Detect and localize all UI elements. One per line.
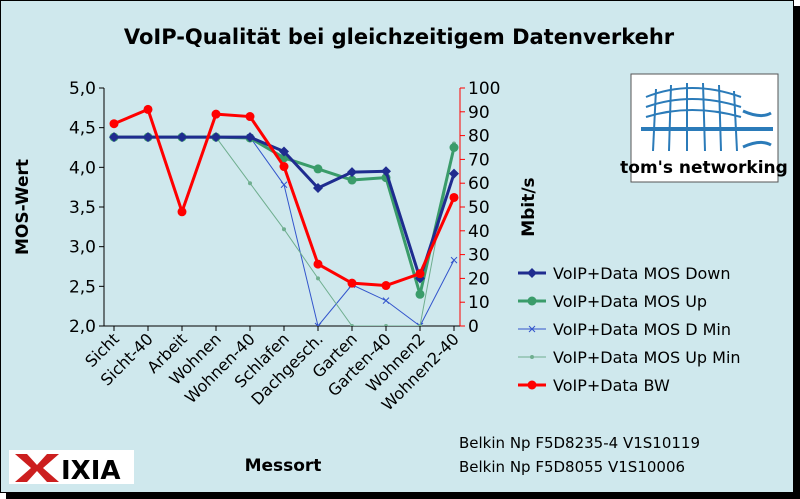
data-point — [347, 175, 357, 185]
data-point — [279, 146, 289, 157]
data-point — [143, 104, 153, 114]
data-point — [314, 322, 322, 326]
y2-tick-label: 70 — [468, 150, 490, 170]
axes: 2,0 2,5 3,0 3,5 4,0 4,5 5,0 0 10 20 30 40 50 60 70 80 90… — [69, 79, 501, 414]
y2-tick-label: 80 — [468, 127, 490, 147]
data-point — [248, 181, 252, 186]
data-point — [381, 166, 391, 177]
ixia-logo: IXIA — [9, 450, 134, 486]
y-tick-label: 3,5 — [69, 198, 96, 218]
data-point — [415, 289, 425, 299]
network-globe-icon — [641, 82, 773, 152]
chart-svg: VoIP-Qualität bei gleichzeitigem Datenve… — [9, 25, 788, 486]
toms-networking-logo: tom's networking — [620, 73, 788, 183]
legend-label: VoIP+Data MOS D Min — [553, 320, 731, 339]
data-point — [527, 380, 537, 390]
data-point — [177, 132, 187, 143]
y2-tick-label: 60 — [468, 174, 490, 194]
legend-label: VoIP+Data MOS Up — [553, 292, 707, 311]
y-tick-label: 2,5 — [69, 277, 96, 297]
y2-tick-label: 50 — [468, 198, 490, 218]
y2-tick-label: 0 — [468, 317, 479, 337]
legend: VoIP+Data MOS Down VoIP+Data MOS Up VoIP+D… — [518, 264, 741, 395]
data-point — [527, 296, 537, 306]
data-point — [449, 192, 459, 202]
legend-label: VoIP+Data BW — [553, 376, 670, 395]
y2-tick-label: 40 — [468, 222, 490, 242]
y-tick-label: 4,0 — [69, 158, 96, 178]
info-line-2: Belkin Np F5D8055 V1S10006 — [459, 458, 685, 476]
series-1 — [109, 132, 459, 299]
data-point — [382, 297, 390, 304]
data-point — [381, 281, 391, 291]
data-point — [313, 259, 323, 269]
data-point — [313, 182, 323, 193]
data-point — [245, 112, 255, 122]
y-tick-label: 2,0 — [69, 317, 96, 337]
data-point — [384, 324, 388, 326]
ixia-x-icon — [15, 454, 59, 482]
y-tick-label: 4,5 — [69, 119, 96, 139]
data-point — [347, 167, 357, 178]
data-point — [211, 132, 221, 143]
series-0 — [109, 132, 459, 284]
ixia-text: IXIA — [61, 456, 121, 486]
legend-label: VoIP+Data MOS Down — [553, 264, 731, 283]
data-point — [415, 269, 425, 279]
toms-networking-text: tom's networking — [620, 158, 788, 178]
y2-tick-label: 10 — [468, 293, 490, 313]
data-point — [450, 256, 458, 264]
y-axis-title: MOS-Wert — [13, 159, 33, 255]
data-point — [316, 276, 320, 281]
y2-tick-label: 100 — [468, 79, 500, 99]
y2-tick-label: 20 — [468, 269, 490, 289]
data-point — [245, 132, 255, 143]
y2-axis-title: Mbit/s — [519, 177, 539, 236]
data-point — [416, 322, 424, 326]
data-point — [143, 132, 153, 143]
data-point — [109, 119, 119, 129]
data-point — [347, 278, 357, 288]
data-point — [282, 227, 286, 232]
data-point — [280, 181, 288, 189]
data-point — [279, 162, 289, 172]
data-point — [449, 168, 459, 179]
series-4 — [109, 104, 459, 291]
chart-title: VoIP-Qualität bei gleichzeitigem Datenve… — [124, 25, 675, 49]
y2-tick-label: 90 — [468, 103, 490, 123]
y2-tick-label: 30 — [468, 246, 490, 266]
data-point — [350, 324, 354, 326]
legend-label: VoIP+Data MOS Up Min — [553, 348, 741, 367]
y-tick-label: 5,0 — [69, 79, 96, 99]
data-point — [109, 132, 119, 143]
data-point — [313, 164, 323, 174]
y-tick-label: 3,0 — [69, 238, 96, 258]
data-point — [530, 355, 534, 359]
data-point — [527, 268, 537, 278]
data-point — [528, 325, 536, 333]
series-group — [109, 104, 459, 326]
data-point — [177, 207, 187, 217]
x-axis-title: Messort — [245, 456, 322, 476]
data-point — [418, 324, 422, 326]
data-point — [211, 109, 221, 119]
info-line-1: Belkin Np F5D8235-4 V1S10119 — [459, 434, 700, 452]
data-point — [449, 143, 459, 152]
